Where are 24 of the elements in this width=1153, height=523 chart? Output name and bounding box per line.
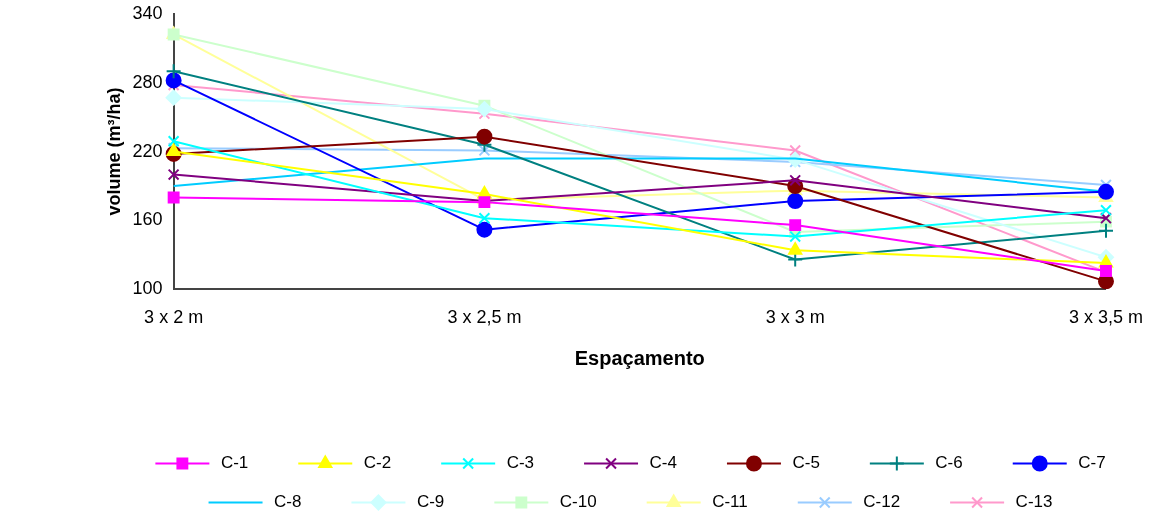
legend-label: C-2 — [363, 453, 392, 473]
y-tick-label: 160 — [132, 209, 163, 230]
y-tick-label: 280 — [132, 71, 163, 92]
y-tick-label: 220 — [132, 140, 163, 161]
x-tick-label: 3 x 2,5 m — [447, 307, 522, 328]
y-tick-label: 100 — [132, 278, 163, 299]
legend-label: C-12 — [863, 492, 901, 512]
legend-label: C-6 — [935, 453, 963, 473]
x-tick-label: 3 x 3 m — [765, 307, 825, 328]
legend-label: C-10 — [559, 492, 597, 512]
legend-label: C-8 — [274, 492, 302, 512]
x-axis-title: Espaçamento — [574, 346, 705, 369]
legend-label: C-4 — [649, 453, 677, 473]
y-axis-title: volume (m³/ha) — [103, 87, 124, 216]
legend-label: C-3 — [506, 453, 535, 473]
legend-label: C-9 — [416, 492, 445, 512]
legend-label: C-7 — [1078, 453, 1106, 473]
legend-label: C-5 — [792, 453, 820, 473]
y-tick-label: 340 — [132, 2, 163, 23]
legend-label: C-1 — [220, 453, 249, 473]
legend-label: C-11 — [712, 492, 748, 512]
x-tick-label: 3 x 2 m — [144, 307, 204, 328]
x-tick-label: 3 x 3,5 m — [1068, 307, 1143, 328]
legend-label: C-13 — [1015, 492, 1053, 512]
